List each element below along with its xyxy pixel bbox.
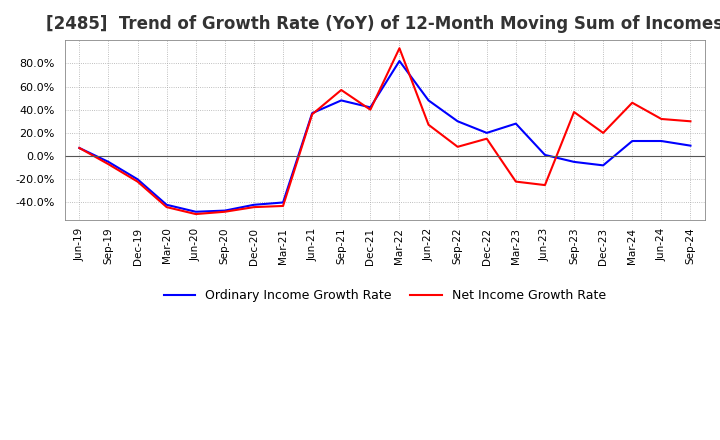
- Net Income Growth Rate: [337, 88, 346, 93]
- Ordinary Income Growth Rate: [250, 202, 258, 207]
- Net Income Growth Rate: [75, 145, 84, 150]
- Net Income Growth Rate: [599, 130, 608, 136]
- Net Income Growth Rate: [657, 116, 666, 121]
- Net Income Growth Rate: [366, 107, 374, 112]
- Ordinary Income Growth Rate: [133, 176, 142, 182]
- Ordinary Income Growth Rate: [628, 138, 636, 143]
- Ordinary Income Growth Rate: [308, 110, 317, 116]
- Ordinary Income Growth Rate: [657, 138, 666, 143]
- Ordinary Income Growth Rate: [599, 163, 608, 168]
- Net Income Growth Rate: [220, 209, 229, 214]
- Ordinary Income Growth Rate: [570, 159, 578, 165]
- Ordinary Income Growth Rate: [192, 209, 200, 214]
- Ordinary Income Growth Rate: [220, 208, 229, 213]
- Ordinary Income Growth Rate: [482, 130, 491, 136]
- Net Income Growth Rate: [250, 205, 258, 210]
- Line: Ordinary Income Growth Rate: Ordinary Income Growth Rate: [79, 61, 690, 212]
- Ordinary Income Growth Rate: [424, 98, 433, 103]
- Net Income Growth Rate: [482, 136, 491, 141]
- Ordinary Income Growth Rate: [279, 200, 287, 205]
- Net Income Growth Rate: [308, 112, 317, 117]
- Net Income Growth Rate: [279, 203, 287, 209]
- Ordinary Income Growth Rate: [395, 59, 404, 64]
- Net Income Growth Rate: [424, 122, 433, 128]
- Net Income Growth Rate: [686, 119, 695, 124]
- Net Income Growth Rate: [395, 46, 404, 51]
- Ordinary Income Growth Rate: [75, 145, 84, 150]
- Net Income Growth Rate: [570, 110, 578, 115]
- Legend: Ordinary Income Growth Rate, Net Income Growth Rate: Ordinary Income Growth Rate, Net Income …: [159, 284, 611, 307]
- Net Income Growth Rate: [541, 183, 549, 188]
- Net Income Growth Rate: [192, 212, 200, 217]
- Net Income Growth Rate: [454, 144, 462, 150]
- Net Income Growth Rate: [133, 179, 142, 184]
- Ordinary Income Growth Rate: [104, 159, 113, 165]
- Net Income Growth Rate: [104, 161, 113, 167]
- Ordinary Income Growth Rate: [162, 202, 171, 207]
- Ordinary Income Growth Rate: [511, 121, 520, 126]
- Ordinary Income Growth Rate: [541, 152, 549, 158]
- Ordinary Income Growth Rate: [454, 119, 462, 124]
- Title: [2485]  Trend of Growth Rate (YoY) of 12-Month Moving Sum of Incomes: [2485] Trend of Growth Rate (YoY) of 12-…: [46, 15, 720, 33]
- Net Income Growth Rate: [511, 179, 520, 184]
- Net Income Growth Rate: [162, 205, 171, 210]
- Line: Net Income Growth Rate: Net Income Growth Rate: [79, 48, 690, 214]
- Ordinary Income Growth Rate: [366, 105, 374, 110]
- Ordinary Income Growth Rate: [337, 98, 346, 103]
- Ordinary Income Growth Rate: [686, 143, 695, 148]
- Net Income Growth Rate: [628, 100, 636, 105]
